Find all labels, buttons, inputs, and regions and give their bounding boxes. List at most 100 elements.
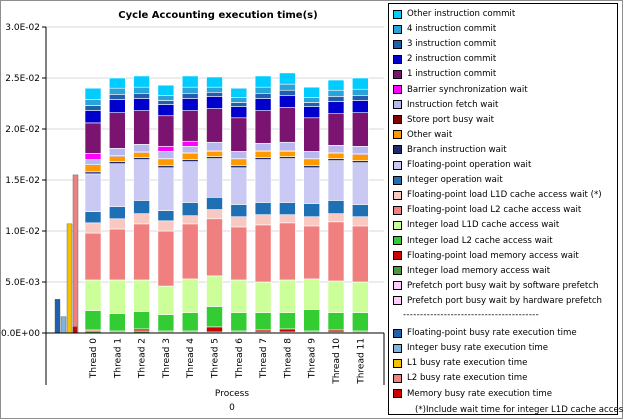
stacked-bar-segment — [181, 140, 199, 147]
stacked-bar-segment — [254, 224, 272, 283]
stacked-bar-segment — [206, 108, 223, 143]
stacked-bar-segment — [351, 312, 369, 332]
stacked-bar-segment — [109, 77, 126, 89]
stacked-bar-segment — [230, 159, 248, 167]
stacked-bar-segment — [109, 279, 126, 314]
y-tick-label: 2.5E-02 — [5, 74, 40, 84]
legend-entry: Floating-point operation wait — [393, 158, 531, 172]
stacked-bar-segment — [206, 158, 223, 198]
legend-label: Integer load L2 cache access wait — [407, 235, 553, 246]
stacked-bar-segment — [303, 86, 321, 98]
legend-label: Floating-point busy rate execution time — [407, 328, 577, 339]
stacked-bar-segment — [230, 102, 248, 107]
stacked-bar-segment — [109, 94, 126, 100]
legend-label: Floating-point load L2 cache access wait — [407, 205, 582, 216]
legend-swatch — [393, 281, 402, 291]
stacked-bar-segment — [303, 225, 321, 280]
stacked-bar-segment — [133, 311, 150, 330]
stacked-bar-segment — [279, 202, 296, 215]
stacked-bar-segment — [351, 100, 369, 113]
y-tick-label: 1.0E-02 — [5, 227, 40, 237]
stacked-bar-segment — [303, 106, 321, 119]
stacked-bar-segment — [279, 156, 296, 159]
stacked-bar-segment — [230, 165, 248, 169]
stacked-bar-segment — [206, 275, 223, 307]
stacked-bar-segment — [133, 223, 150, 281]
stacked-bar-segment — [279, 107, 296, 143]
legend-label: Integer operation wait — [407, 175, 503, 186]
stacked-bar-segment — [181, 110, 199, 142]
stacked-bar-segment — [351, 225, 369, 283]
stacked-bar-segment — [206, 86, 223, 93]
legend-entry: 3 instruction commit — [393, 37, 496, 51]
legend-entry: 2 instruction commit — [393, 52, 496, 66]
legend-swatch — [393, 266, 402, 276]
y-tick-label: 5.0E-03 — [5, 278, 40, 288]
stacked-bar-segment — [157, 151, 175, 159]
stacked-bar-segment — [206, 306, 223, 328]
legend-label: Floating-point load L1D cache access wai… — [407, 190, 602, 201]
stacked-bar-segment — [254, 93, 272, 99]
stacked-bar-segment — [157, 220, 175, 232]
legend-label: L1 busy rate execution time — [407, 358, 528, 369]
stacked-bar-segment — [181, 86, 199, 94]
x-axis-title: Process — [215, 389, 249, 399]
stacked-bar-segment — [133, 213, 150, 225]
legend-label: Prefetch port busy wait by hardware pref… — [407, 295, 602, 306]
stacked-bar-segment — [303, 309, 321, 332]
stacked-bar-segment — [84, 110, 102, 124]
stacked-bar-segment — [133, 110, 150, 145]
stacked-bar-segment — [327, 221, 345, 282]
stacked-bar-segment — [109, 218, 126, 230]
legend-label: Prefetch port busy wait by software pref… — [407, 280, 599, 291]
stacked-bar-segment — [133, 144, 150, 152]
legend-swatch — [393, 39, 402, 49]
legend-entry: Instruction fetch wait — [393, 98, 498, 112]
legend-footnote: (*)Include wait time for integer L1D cac… — [415, 404, 623, 415]
rate-bar — [72, 326, 78, 334]
x-tick-label: Thread 1 — [113, 338, 123, 379]
stacked-bar-segment — [327, 145, 345, 153]
stacked-bar-segment — [206, 96, 223, 109]
stacked-bar-segment — [109, 228, 126, 281]
stacked-bar-segment — [109, 156, 126, 162]
stacked-bar-segment — [254, 202, 272, 215]
stacked-bar-segment — [84, 122, 102, 154]
stacked-bar-segment — [84, 211, 102, 224]
chart-plot: Cycle Accounting execution time(s) 0.0E+… — [1, 10, 385, 413]
legend-swatch — [393, 100, 402, 110]
stacked-bar-segment — [230, 106, 248, 119]
stacked-bar-segment — [303, 278, 321, 310]
stacked-bar-segment — [181, 75, 199, 88]
legend-entry: Branch instruction wait — [393, 143, 507, 157]
stacked-bar-segment — [351, 216, 369, 227]
stacked-bar-segment — [157, 159, 175, 167]
stacked-bar-segment — [279, 95, 296, 108]
stacked-bar-segment — [181, 93, 199, 99]
legend-entry: Memory busy rate execution time — [393, 387, 552, 401]
rate-bar — [66, 223, 73, 334]
legend-entry: 1 instruction commit — [393, 67, 496, 81]
rate-bar — [72, 174, 79, 334]
stacked-bar-segment — [303, 165, 321, 169]
stacked-bar-segment — [230, 226, 248, 281]
stacked-bar-segment — [157, 230, 175, 287]
legend-label: Floating-point operation wait — [407, 160, 532, 170]
legend-swatch — [393, 24, 402, 34]
legend-swatch — [393, 220, 402, 230]
stacked-bar-segment — [303, 97, 321, 103]
legend-label: 3 instruction commit — [407, 39, 497, 50]
stacked-bar-segment — [327, 200, 345, 214]
stacked-bar-segment — [230, 204, 248, 218]
legend-swatch — [393, 328, 402, 338]
stacked-bar-segment — [327, 113, 345, 146]
legend-swatch — [393, 358, 402, 368]
legend-label: Instruction fetch wait — [407, 99, 499, 110]
stacked-bar-segment — [109, 99, 126, 113]
legend-entry: Floating-point load L1D cache access wai… — [393, 188, 602, 202]
legend-label: L2 busy rate execution time — [407, 373, 528, 384]
legend-entry: Store port busy wait — [393, 113, 494, 127]
legend-swatch — [393, 145, 402, 155]
stacked-bar-segment — [327, 312, 345, 331]
stacked-bar-segment — [254, 98, 272, 111]
